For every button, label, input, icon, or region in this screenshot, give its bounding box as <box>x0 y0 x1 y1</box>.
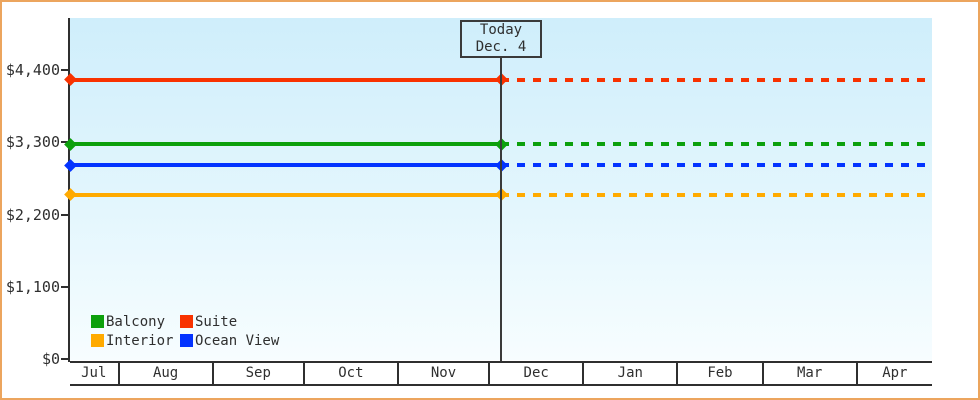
series-line-interior-forecast-dashed <box>501 192 930 197</box>
legend-label: Suite <box>195 313 238 330</box>
legend-item-interior: Interior <box>91 331 180 350</box>
month-cell-sep: Sep <box>214 363 305 384</box>
month-cell-jul: Jul <box>70 363 120 384</box>
series-line-ocean-view-solid <box>70 163 501 168</box>
y-axis-tick-label: $0 <box>41 350 60 368</box>
y-axis-tick-label: $1,100 <box>5 278 60 296</box>
month-cell-oct: Oct <box>305 363 399 384</box>
month-cell-nov: Nov <box>399 363 491 384</box>
legend-label: Balcony <box>106 313 166 330</box>
series-line-interior-solid <box>70 192 501 197</box>
y-axis-tick-label: $4,400 <box>5 61 60 79</box>
series-line-balcony-solid <box>70 142 501 147</box>
today-annotation-box: Today Dec. 4 <box>460 20 542 58</box>
today-vertical-line <box>500 57 502 362</box>
month-cell-aug: Aug <box>120 363 214 384</box>
month-cell-mar: Mar <box>764 363 858 384</box>
y-axis-tick-label: $2,200 <box>5 206 60 224</box>
legend-swatch <box>180 334 193 347</box>
series-line-suite-solid <box>70 77 501 82</box>
chart-legend: Balcony Suite Interior Ocean View <box>91 312 279 350</box>
x-axis-month-band: Jul Aug Sep Oct Nov Dec Jan Feb Mar Apr <box>70 361 932 386</box>
today-date: Dec. 4 <box>475 39 527 55</box>
month-cell-apr: Apr <box>882 365 908 381</box>
today-label: Today <box>479 22 523 38</box>
y-axis-tick <box>61 214 69 216</box>
legend-label: Ocean View <box>195 332 280 349</box>
series-line-suite-forecast-dashed <box>501 77 930 82</box>
legend-swatch <box>180 315 193 328</box>
y-axis-tick <box>61 358 69 360</box>
legend-label: Interior <box>106 332 174 349</box>
month-cell-jan: Jan <box>584 363 679 384</box>
y-axis-tick-label: $3,300 <box>5 133 60 151</box>
legend-swatch <box>91 315 104 328</box>
y-axis-tick <box>61 286 69 288</box>
legend-item-suite: Suite <box>180 312 279 331</box>
series-line-balcony-forecast-dashed <box>501 142 930 147</box>
legend-item-ocean-view: Ocean View <box>180 331 279 350</box>
month-cell-feb: Feb <box>678 363 764 384</box>
legend-swatch <box>91 334 104 347</box>
legend-item-balcony: Balcony <box>91 312 180 331</box>
month-cell-dec: Dec <box>490 363 585 384</box>
y-axis-tick <box>61 69 69 71</box>
series-line-ocean-view-forecast-dashed <box>501 163 930 168</box>
